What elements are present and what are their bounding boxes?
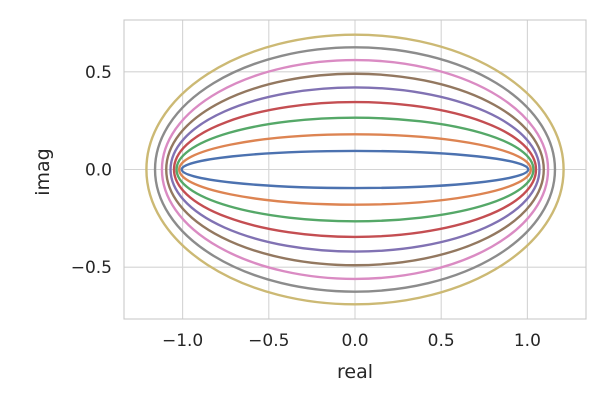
series-ellipse-7 xyxy=(160,58,550,281)
series-ellipse-6 xyxy=(165,72,545,267)
x-tick-label: −1.0 xyxy=(162,331,203,351)
x-axis-label: real xyxy=(337,361,373,383)
series-ellipse-3 xyxy=(175,116,535,223)
y-tick-labels: 0.5 0.0 −0.5 xyxy=(71,63,112,278)
plot-frame xyxy=(123,19,587,320)
series-layer xyxy=(145,33,565,306)
x-tick-label: 1.0 xyxy=(514,331,541,351)
y-tick-label: 0.5 xyxy=(85,63,112,83)
series-ellipse-8 xyxy=(153,46,557,293)
x-tick-label: 0.5 xyxy=(428,331,455,351)
series-ellipse-1 xyxy=(180,149,530,190)
x-tick-label: −0.5 xyxy=(248,331,289,351)
x-tick-label: 0.0 xyxy=(341,331,368,351)
series-ellipse-2 xyxy=(177,133,533,206)
series-ellipse-4 xyxy=(172,100,538,239)
series-ellipse-5 xyxy=(169,86,541,253)
y-tick-label: 0.0 xyxy=(85,161,112,181)
y-axis-label: imag xyxy=(32,148,54,196)
series-ellipse-9 xyxy=(145,33,565,306)
grid xyxy=(124,20,586,319)
x-tick-labels: −1.0 −0.5 0.0 0.5 1.0 xyxy=(162,331,541,351)
y-tick-label: −0.5 xyxy=(71,258,112,278)
